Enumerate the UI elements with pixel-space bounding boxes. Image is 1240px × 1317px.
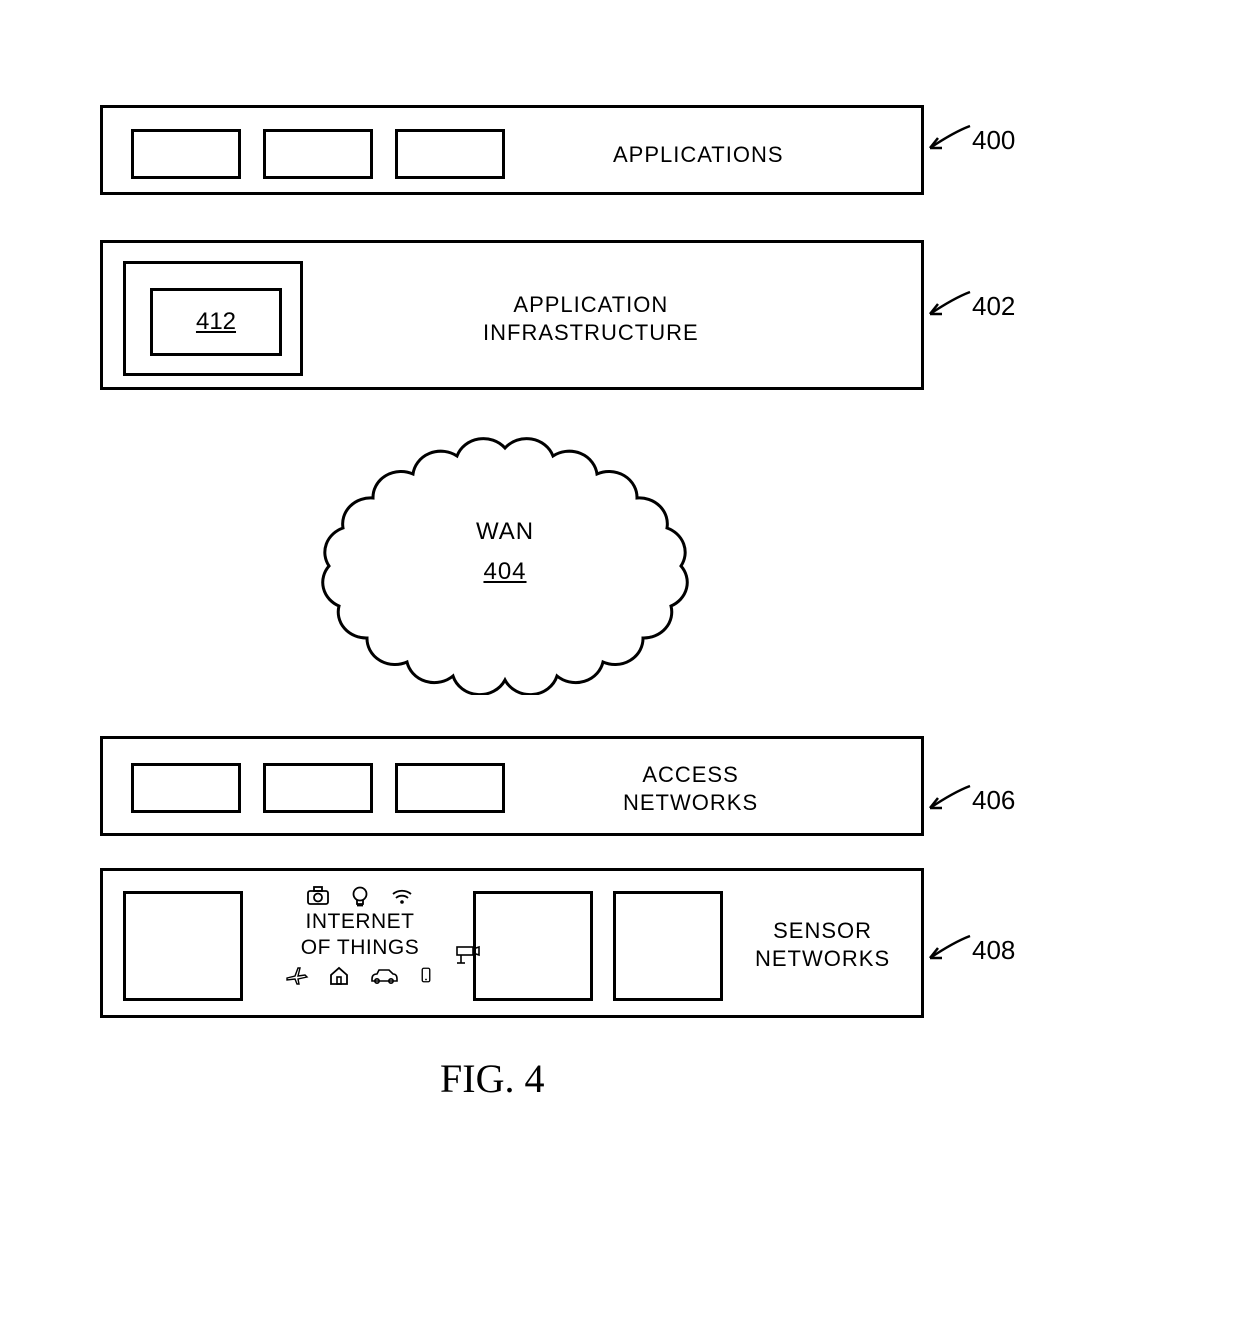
sensor-box-1 xyxy=(123,891,243,1001)
wan-ref: 404 xyxy=(300,555,710,589)
app-infrastructure-layer: 412 APPLICATION INFRASTRUCTURE xyxy=(100,240,924,390)
ref-402: 402 xyxy=(972,291,1015,322)
app-box-3 xyxy=(395,129,505,179)
app-box-1 xyxy=(131,129,241,179)
ref-arrow-408 xyxy=(924,928,974,968)
sensor-networks-layer: INTERNET OF THINGS xyxy=(100,868,924,1018)
access-box-3 xyxy=(395,763,505,813)
ref-400: 400 xyxy=(972,125,1015,156)
house-icon xyxy=(327,964,351,986)
ref-406: 406 xyxy=(972,785,1015,816)
iot-icons-top xyxy=(255,885,465,907)
car-icon xyxy=(369,964,399,986)
wan-label: WAN xyxy=(300,515,710,549)
app-infrastructure-label: APPLICATION INFRASTRUCTURE xyxy=(483,291,699,346)
access-networks-layer: ACCESS NETWORKS xyxy=(100,736,924,836)
applications-label: APPLICATIONS xyxy=(613,141,784,169)
camera-icon xyxy=(306,885,330,907)
iot-label: INTERNET OF THINGS xyxy=(255,909,465,962)
plane-icon xyxy=(285,964,309,986)
ref-arrow-402 xyxy=(924,284,974,324)
figure-caption: FIG. 4 xyxy=(440,1055,544,1102)
sensor-networks-label: SENSOR NETWORKS xyxy=(755,917,890,972)
access-box-1 xyxy=(131,763,241,813)
ref-arrow-406 xyxy=(924,778,974,818)
cctv-icon xyxy=(455,943,481,965)
ref-408: 408 xyxy=(972,935,1015,966)
access-box-2 xyxy=(263,763,373,813)
infra-outer-box: 412 xyxy=(123,261,303,376)
wan-cloud: WAN 404 xyxy=(300,430,710,695)
phone-icon xyxy=(417,964,435,986)
applications-layer: APPLICATIONS xyxy=(100,105,924,195)
iot-icons-bottom xyxy=(255,964,465,986)
ref-arrow-400 xyxy=(924,118,974,158)
wan-label-block: WAN 404 xyxy=(300,515,710,588)
access-networks-label: ACCESS NETWORKS xyxy=(623,761,758,816)
wifi-icon xyxy=(390,885,414,907)
iot-block: INTERNET OF THINGS xyxy=(255,883,465,988)
app-box-2 xyxy=(263,129,373,179)
infra-inner-label: 412 xyxy=(196,308,236,336)
sensor-box-2 xyxy=(473,891,593,1001)
bulb-icon xyxy=(348,885,372,907)
sensor-box-3 xyxy=(613,891,723,1001)
infra-inner-box-412: 412 xyxy=(150,288,282,356)
